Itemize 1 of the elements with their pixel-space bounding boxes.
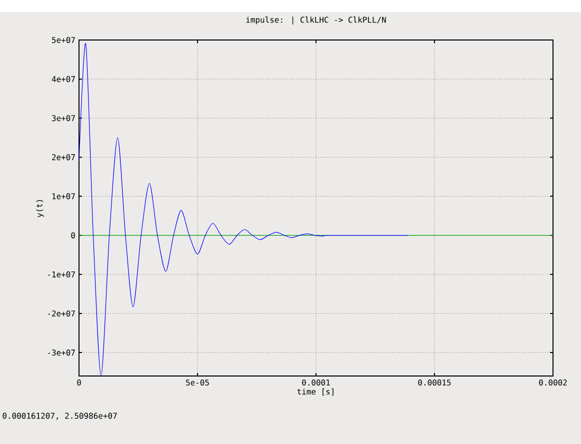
line-series xyxy=(79,44,409,376)
